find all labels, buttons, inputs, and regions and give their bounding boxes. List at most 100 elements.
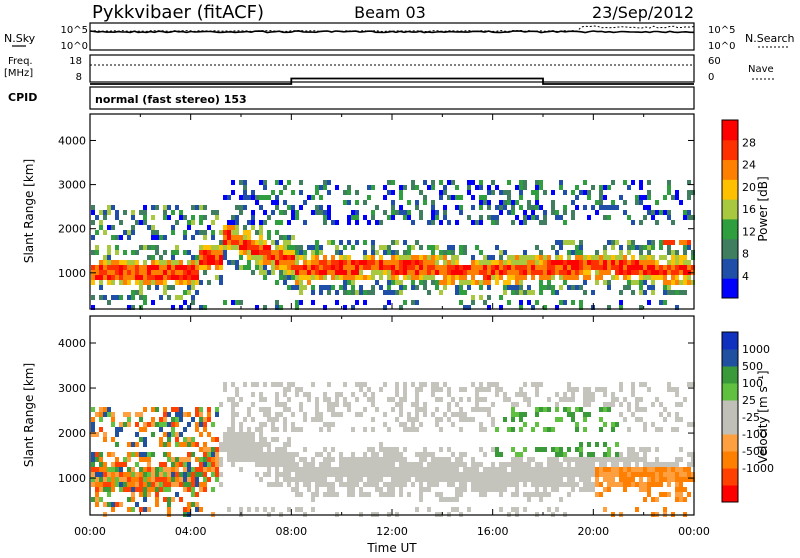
range-time-cell (99, 472, 103, 477)
range-time-cell (447, 275, 451, 280)
range-time-cell (271, 462, 275, 467)
range-time-cell (239, 422, 243, 427)
range-time-cell (463, 477, 467, 482)
range-time-cell (659, 492, 663, 497)
range-time-cell (163, 467, 167, 472)
range-time-cell (419, 265, 423, 270)
range-time-cell (523, 250, 527, 255)
range-time-cell (107, 487, 111, 492)
range-time-cell (375, 482, 379, 487)
range-time-cell (355, 300, 359, 305)
range-time-cell (463, 250, 467, 255)
range-time-cell (431, 265, 435, 270)
range-time-cell (91, 462, 95, 467)
range-time-cell (123, 230, 127, 235)
range-time-cell (259, 225, 263, 230)
range-time-cell (283, 472, 287, 477)
range-time-cell (651, 422, 655, 427)
range-time-cell (379, 255, 383, 260)
range-time-cell (607, 477, 611, 482)
range-time-cell (303, 392, 307, 397)
range-time-cell (267, 407, 271, 412)
range-time-cell (679, 477, 683, 482)
range-time-cell (387, 427, 391, 432)
velocity-colorbar-swatch (722, 366, 738, 384)
range-time-cell (563, 265, 567, 270)
range-time-cell (271, 417, 275, 422)
range-time-cell (247, 442, 251, 447)
range-time-cell (383, 422, 387, 427)
range-time-cell (579, 457, 583, 462)
freq-series-line (90, 77, 694, 85)
range-time-cell (187, 437, 191, 442)
range-time-cell (467, 477, 471, 482)
range-time-cell (231, 180, 235, 185)
range-time-cell (295, 275, 299, 280)
range-time-cell (315, 397, 319, 402)
range-time-cell (367, 477, 371, 482)
range-time-cell (555, 472, 559, 477)
range-time-cell (219, 280, 223, 285)
range-time-cell (651, 215, 655, 220)
range-time-cell (191, 492, 195, 497)
range-time-cell (195, 290, 199, 295)
range-time-cell (691, 265, 695, 270)
range-time-cell (115, 235, 119, 240)
range-time-cell (327, 452, 331, 457)
range-time-cell (343, 260, 347, 265)
range-time-cell (471, 477, 475, 482)
range-time-cell (111, 482, 115, 487)
range-time-cell (143, 210, 147, 215)
range-time-cell (167, 295, 171, 300)
range-time-cell (167, 285, 171, 290)
range-time-cell (175, 492, 179, 497)
range-time-cell (451, 467, 455, 472)
range-time-cell (239, 452, 243, 457)
range-time-cell (107, 265, 111, 270)
range-time-cell (203, 270, 207, 275)
range-time-cell (303, 200, 307, 205)
range-time-cell (247, 407, 251, 412)
range-time-cell (291, 210, 295, 215)
range-time-cell (295, 507, 299, 512)
range-time-cell (199, 467, 203, 472)
range-time-cell (503, 205, 507, 210)
range-time-cell (255, 462, 259, 467)
range-time-cell (311, 497, 315, 502)
range-time-cell (331, 457, 335, 462)
range-time-cell (439, 280, 443, 285)
range-time-cell (295, 215, 299, 220)
range-time-cell (159, 442, 163, 447)
range-time-cell (167, 482, 171, 487)
range-time-cell (419, 492, 423, 497)
range-time-cell (503, 477, 507, 482)
range-time-cell (167, 412, 171, 417)
range-time-cell (667, 265, 671, 270)
range-time-cell (663, 300, 667, 305)
range-time-cell (679, 417, 683, 422)
range-time-cell (547, 427, 551, 432)
range-time-cell (151, 452, 155, 457)
range-time-cell (467, 285, 471, 290)
range-time-cell (415, 412, 419, 417)
range-time-cell (155, 270, 159, 275)
range-time-cell (371, 285, 375, 290)
range-time-cell (679, 200, 683, 205)
range-time-cell (575, 462, 579, 467)
range-time-cell (155, 482, 159, 487)
range-time-cell (191, 215, 195, 220)
range-time-cell (639, 290, 643, 295)
range-time-cell (179, 482, 183, 487)
range-time-cell (99, 220, 103, 225)
range-time-cell (479, 447, 483, 452)
range-time-cell (139, 270, 143, 275)
range-time-cell (667, 462, 671, 467)
range-time-cell (411, 245, 415, 250)
range-time-cell (95, 230, 99, 235)
range-time-cell (535, 467, 539, 472)
range-time-cell (523, 397, 527, 402)
range-time-cell (159, 422, 163, 427)
range-time-cell (543, 407, 547, 412)
range-time-cell (311, 492, 315, 497)
range-time-cell (351, 427, 355, 432)
